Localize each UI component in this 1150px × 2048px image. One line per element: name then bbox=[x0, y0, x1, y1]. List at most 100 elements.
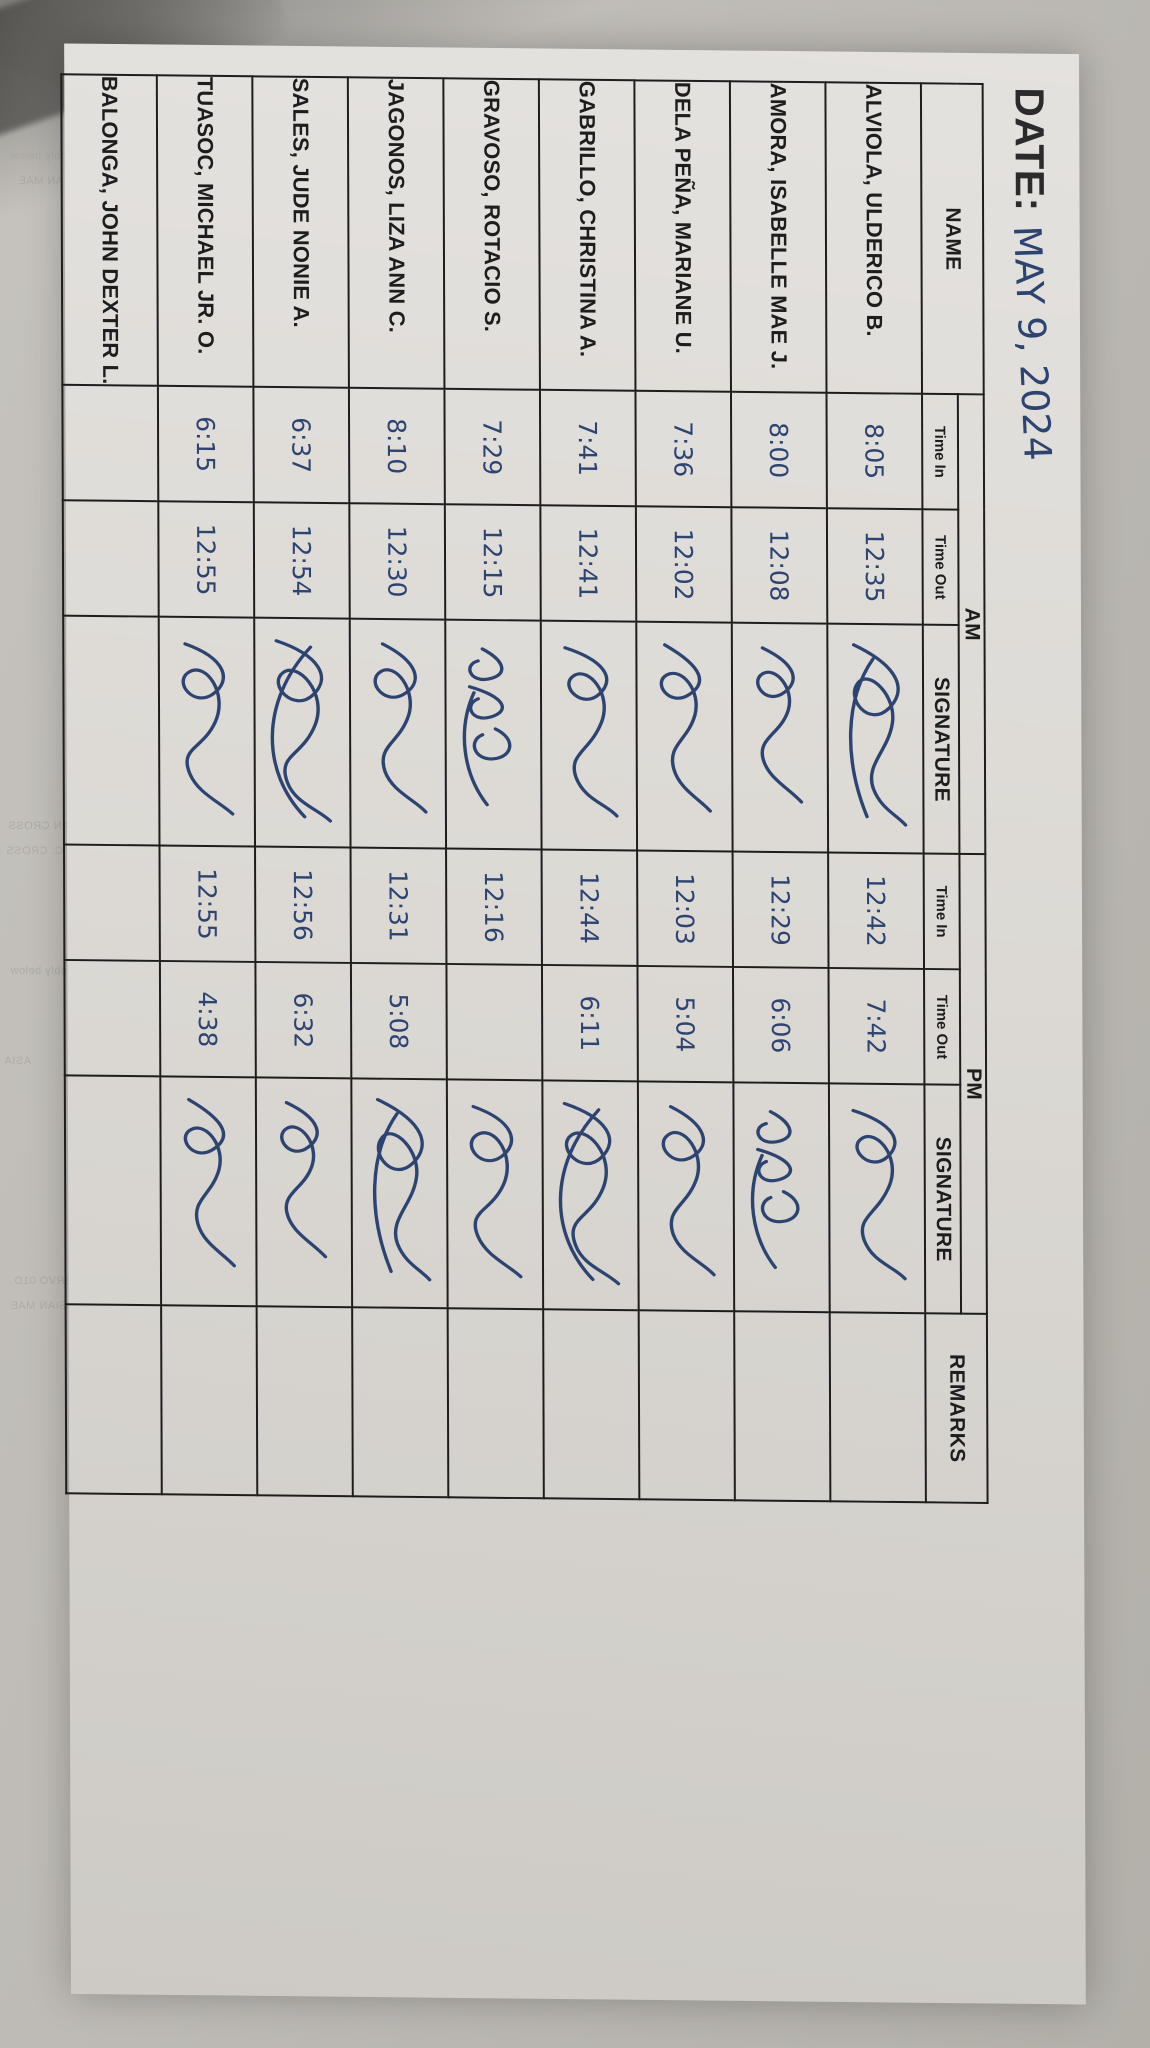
date-label: DATE: bbox=[1006, 87, 1053, 212]
col-header-pm-time-out: Time Out bbox=[924, 969, 961, 1085]
row-pm-time-in-7[interactable]: 12:55 bbox=[159, 845, 256, 963]
row-remarks-1[interactable] bbox=[734, 1311, 831, 1502]
row-pm-signature-4[interactable] bbox=[446, 1079, 544, 1310]
row-name-7: TUASOC, MICHAEL JR. O. bbox=[156, 75, 254, 387]
signature-mark bbox=[545, 1095, 635, 1296]
row-remarks-3[interactable] bbox=[543, 1309, 640, 1500]
table-row[interactable]: TUASOC, MICHAEL JR. O. 6:15 12:55 12:55 4:38 bbox=[156, 75, 258, 1496]
row-pm-time-in-0[interactable]: 12:42 bbox=[828, 852, 925, 970]
row-remarks-0[interactable] bbox=[829, 1312, 926, 1503]
row-am-signature-6[interactable] bbox=[254, 617, 351, 848]
row-pm-time-in-5[interactable]: 12:31 bbox=[350, 847, 447, 965]
signature-mark bbox=[832, 1098, 922, 1299]
row-am-signature-0[interactable] bbox=[827, 623, 924, 854]
col-header-am-time-out: Time Out bbox=[922, 509, 959, 626]
table-row[interactable]: GABRILLO, CHRISTINA A. 7:41 12:41 12:44 6:11 bbox=[538, 79, 640, 1500]
table-row[interactable]: GRAVOSO, ROTACIO S. 7:29 12:15 12:16 bbox=[443, 78, 544, 1499]
row-pm-time-out-1[interactable]: 6:06 bbox=[732, 967, 829, 1084]
row-pm-time-out-2[interactable]: 5:04 bbox=[637, 966, 734, 1083]
row-am-time-out-1[interactable]: 12:08 bbox=[731, 507, 828, 624]
row-remarks-6[interactable] bbox=[256, 1306, 353, 1497]
row-remarks-2[interactable] bbox=[638, 1310, 735, 1501]
row-name-2: DELA PEÑA, MARIANE U. bbox=[634, 80, 731, 392]
signature-mark bbox=[450, 1094, 540, 1295]
row-pm-time-in-6[interactable]: 12:56 bbox=[255, 846, 351, 964]
col-header-name: NAME bbox=[920, 83, 984, 395]
attendance-table: NAME AM PM REMARKS Time In Time Out SIGN… bbox=[60, 73, 988, 1504]
signature-mark bbox=[257, 632, 347, 833]
row-pm-time-in-3[interactable]: 12:44 bbox=[541, 849, 638, 967]
row-am-time-out-5[interactable]: 12:30 bbox=[349, 503, 446, 620]
row-pm-signature-6[interactable] bbox=[255, 1077, 353, 1308]
row-am-time-in-8[interactable] bbox=[62, 384, 159, 502]
table-body: ALVIOLA, ULDERICO B. 8:05 12:35 12:42 7:42 AM… bbox=[61, 74, 926, 1503]
row-am-time-out-0[interactable]: 12:35 bbox=[826, 508, 923, 625]
row-am-time-out-7[interactable]: 12:55 bbox=[158, 501, 255, 618]
signature-mark bbox=[641, 1096, 731, 1297]
row-am-signature-4[interactable] bbox=[445, 619, 542, 850]
row-pm-signature-5[interactable] bbox=[351, 1078, 448, 1309]
table-row[interactable]: ALVIOLA, ULDERICO B. 8:05 12:35 12:42 7:42 bbox=[825, 82, 926, 1503]
row-am-time-in-4[interactable]: 7:29 bbox=[444, 388, 541, 506]
signature-mark bbox=[639, 636, 729, 837]
row-pm-signature-1[interactable] bbox=[733, 1082, 830, 1313]
row-am-signature-8[interactable] bbox=[63, 615, 160, 846]
row-pm-time-in-2[interactable]: 12:03 bbox=[637, 850, 733, 968]
table-row[interactable]: AMORA, ISABELLE MAE J. 8:00 12:08 12:29 6:06 bbox=[729, 81, 831, 1502]
table-row[interactable]: SALES, JUDE NONIE A. 6:37 12:54 12:56 6:32 bbox=[252, 76, 353, 1497]
row-am-time-out-8[interactable] bbox=[62, 500, 159, 617]
row-am-time-in-5[interactable]: 8:10 bbox=[348, 387, 445, 505]
row-am-time-in-3[interactable]: 7:41 bbox=[539, 389, 636, 507]
signature-mark bbox=[354, 1093, 444, 1294]
row-remarks-7[interactable] bbox=[161, 1305, 258, 1496]
row-pm-time-in-1[interactable]: 12:29 bbox=[732, 851, 829, 969]
row-am-time-out-3[interactable]: 12:41 bbox=[540, 505, 637, 622]
row-pm-time-out-0[interactable]: 7:42 bbox=[828, 968, 925, 1085]
row-pm-signature-2[interactable] bbox=[637, 1081, 735, 1312]
date-line: DATE: MAY 9, 2024 bbox=[1005, 87, 1060, 461]
table-row[interactable]: BALONGA, JOHN DEXTER L. bbox=[61, 74, 162, 1495]
row-remarks-8[interactable] bbox=[65, 1304, 162, 1495]
row-am-signature-5[interactable] bbox=[349, 618, 447, 849]
row-pm-signature-0[interactable] bbox=[828, 1083, 926, 1314]
table-row[interactable]: DELA PEÑA, MARIANE U. 7:36 12:02 12:03 5:04 bbox=[634, 80, 735, 1501]
row-name-6: SALES, JUDE NONIE A. bbox=[252, 76, 349, 388]
row-remarks-4[interactable] bbox=[447, 1308, 544, 1499]
row-am-signature-3[interactable] bbox=[540, 620, 638, 851]
row-am-time-in-1[interactable]: 8:00 bbox=[730, 391, 827, 509]
row-am-time-in-0[interactable]: 8:05 bbox=[826, 392, 923, 510]
row-am-signature-1[interactable] bbox=[731, 622, 829, 853]
signature-mark bbox=[162, 631, 252, 832]
row-name-4: GRAVOSO, ROTACIO S. bbox=[443, 78, 540, 390]
signature-mark bbox=[353, 633, 443, 834]
row-name-3: GABRILLO, CHRISTINA A. bbox=[538, 79, 636, 391]
row-am-signature-2[interactable] bbox=[636, 621, 733, 852]
row-am-time-out-2[interactable]: 12:02 bbox=[635, 506, 732, 623]
row-pm-time-out-5[interactable]: 5:08 bbox=[350, 963, 447, 1080]
row-pm-time-out-4[interactable] bbox=[446, 964, 543, 1081]
row-pm-signature-7[interactable] bbox=[160, 1076, 257, 1307]
table-row[interactable]: JAGONOS, LIZA ANN C. 8:10 12:30 12:31 5:08 bbox=[347, 77, 449, 1498]
row-pm-time-out-7[interactable]: 4:38 bbox=[159, 961, 256, 1078]
signature-mark bbox=[830, 638, 920, 839]
row-pm-time-in-8[interactable] bbox=[63, 844, 160, 962]
row-pm-time-out-6[interactable]: 6:32 bbox=[255, 962, 352, 1079]
row-am-time-in-6[interactable]: 6:37 bbox=[253, 386, 350, 504]
row-pm-time-out-8[interactable] bbox=[64, 960, 161, 1077]
row-name-5: JAGONOS, LIZA ANN C. bbox=[347, 77, 445, 389]
row-am-time-out-4[interactable]: 12:15 bbox=[444, 504, 541, 621]
paper-sheet: DATE: MAY 9, 2024 NAME AM PM REMARKS bbox=[61, 43, 1086, 2005]
row-remarks-5[interactable] bbox=[352, 1307, 449, 1498]
row-pm-time-out-3[interactable]: 6:11 bbox=[541, 965, 638, 1082]
row-am-time-out-6[interactable]: 12:54 bbox=[253, 502, 350, 619]
row-pm-time-in-4[interactable]: 12:16 bbox=[446, 848, 542, 966]
row-pm-signature-3[interactable] bbox=[542, 1080, 639, 1311]
row-am-time-in-7[interactable]: 6:15 bbox=[157, 385, 254, 503]
row-name-0: ALVIOLA, ULDERICO B. bbox=[825, 82, 923, 394]
row-am-signature-7[interactable] bbox=[158, 616, 256, 847]
row-am-time-in-2[interactable]: 7:36 bbox=[635, 390, 732, 508]
table-head: NAME AM PM REMARKS Time In Time Out SIGN… bbox=[920, 83, 988, 1504]
row-pm-signature-8[interactable] bbox=[64, 1075, 162, 1306]
signature-mark bbox=[544, 635, 634, 836]
